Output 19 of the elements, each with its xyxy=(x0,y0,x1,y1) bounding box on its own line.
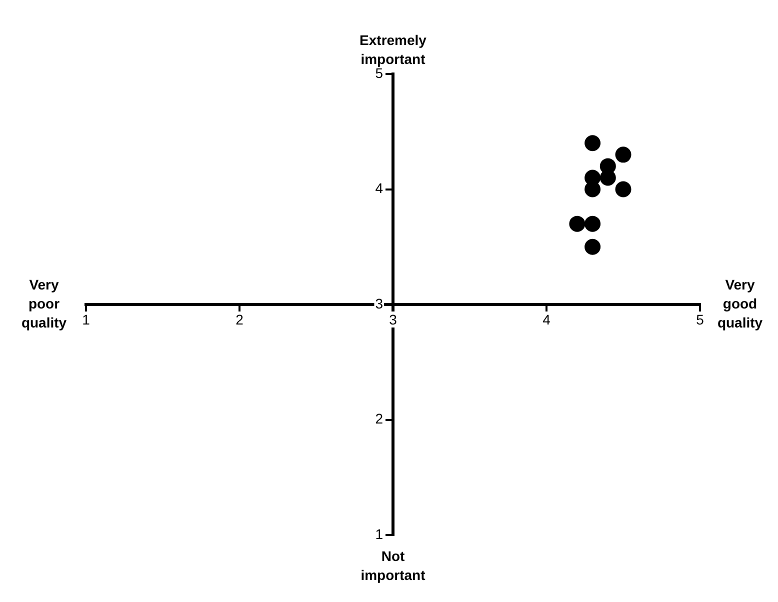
text: Very poor quality xyxy=(21,276,67,330)
text: Not important xyxy=(360,548,426,583)
point xyxy=(615,146,632,163)
text: Very good quality xyxy=(717,276,763,330)
y-tick-label: 3 xyxy=(375,295,384,312)
x-tick-label: 4 xyxy=(542,311,551,328)
point xyxy=(584,216,601,232)
x-tick-label: 1 xyxy=(82,311,90,328)
x-tick-label: 3 xyxy=(389,311,398,328)
point xyxy=(615,181,632,198)
y-tick-label: 1 xyxy=(375,526,384,542)
y-tick-label: 4 xyxy=(375,180,384,196)
x-tick-label: 2 xyxy=(236,311,244,328)
point xyxy=(569,216,586,232)
y-tick-label: 2 xyxy=(375,410,384,427)
point xyxy=(584,238,601,255)
point xyxy=(584,135,601,152)
x-tick-label: 5 xyxy=(696,311,704,328)
text: Extremely important xyxy=(360,32,427,67)
